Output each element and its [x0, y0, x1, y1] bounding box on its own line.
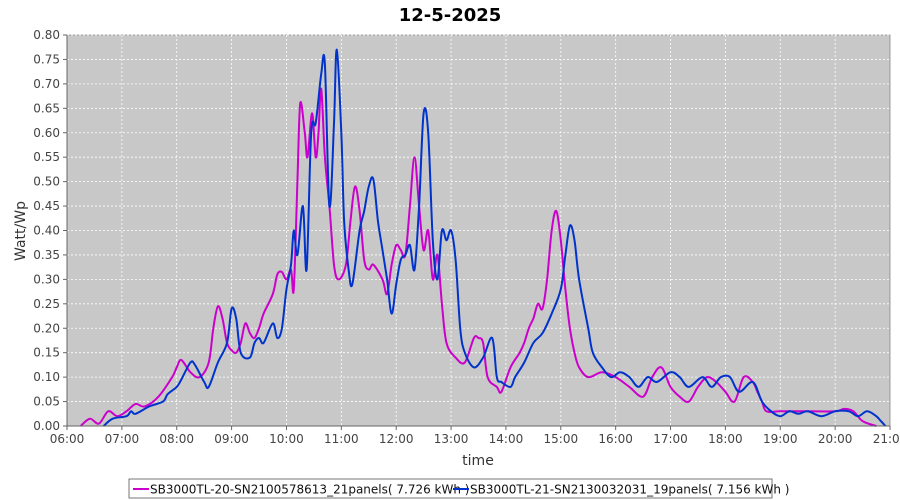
y-tick-label: 0.00	[33, 419, 60, 433]
y-tick-label: 0.25	[33, 297, 60, 311]
series-line-2	[102, 48, 887, 427]
y-tick-label: 0.35	[33, 248, 60, 262]
x-tick-label: 17:00	[653, 432, 688, 446]
grid	[67, 34, 890, 426]
x-tick-label: 08:00	[159, 432, 194, 446]
y-tick-label: 0.05	[33, 395, 60, 409]
series-line-1	[80, 87, 877, 427]
x-tick-label: 07:00	[105, 432, 140, 446]
x-tick-label: 19:00	[763, 432, 798, 446]
y-axis-label: Watt/Wp	[13, 201, 29, 261]
x-tick-label: 11:00	[324, 432, 359, 446]
y-tick-label: 0.40	[33, 224, 60, 238]
y-axis-ticks: 0.00 0.05 0.10 0.15 0.20 0.25 0.30 0.35 0.40 0.45…	[33, 28, 67, 433]
chart-title: 12-5-2025	[399, 5, 502, 26]
y-tick-label: 0.30	[33, 272, 60, 286]
x-tick-label: 14:00	[489, 432, 524, 446]
x-axis-label: time	[462, 453, 494, 469]
y-tick-label: 0.60	[33, 126, 60, 140]
x-tick-label: 13:00	[434, 432, 469, 446]
x-axis-ticks: 06:00 07:00 08:00 09:00 10:00 11:00 12:00 13:00…	[50, 426, 900, 446]
legend-entry-series-2: SB3000TL-21-SN2130032031_19panels( 7.156…	[470, 483, 789, 497]
x-tick-label: 12:00	[379, 432, 414, 446]
y-tick-label: 0.10	[33, 370, 60, 384]
y-tick-label: 0.45	[33, 199, 60, 213]
y-tick-label: 0.55	[33, 150, 60, 164]
y-tick-label: 0.75	[33, 52, 60, 66]
y-tick-label: 0.50	[33, 175, 60, 189]
legend-entry-series-1: SB3000TL-20-SN2100578613_21panels( 7.726…	[150, 483, 469, 497]
x-tick-label: 16:00	[598, 432, 633, 446]
x-tick-label: 15:00	[544, 432, 579, 446]
plot-area	[66, 34, 891, 427]
x-tick-label: 21:00	[873, 432, 900, 446]
x-tick-label: 10:00	[269, 432, 304, 446]
y-tick-label: 0.80	[33, 28, 60, 42]
y-tick-label: 0.15	[33, 346, 60, 360]
legend: SB3000TL-20-SN2100578613_21panels( 7.726…	[128, 478, 789, 499]
x-tick-label: 06:00	[50, 432, 85, 446]
y-tick-label: 0.70	[33, 77, 60, 91]
y-tick-label: 0.65	[33, 101, 60, 115]
x-tick-label: 20:00	[818, 432, 853, 446]
x-tick-label: 09:00	[214, 432, 249, 446]
x-tick-label: 18:00	[708, 432, 743, 446]
legend-box	[128, 478, 773, 499]
series-lines	[80, 48, 887, 427]
y-tick-label: 0.20	[33, 321, 60, 335]
